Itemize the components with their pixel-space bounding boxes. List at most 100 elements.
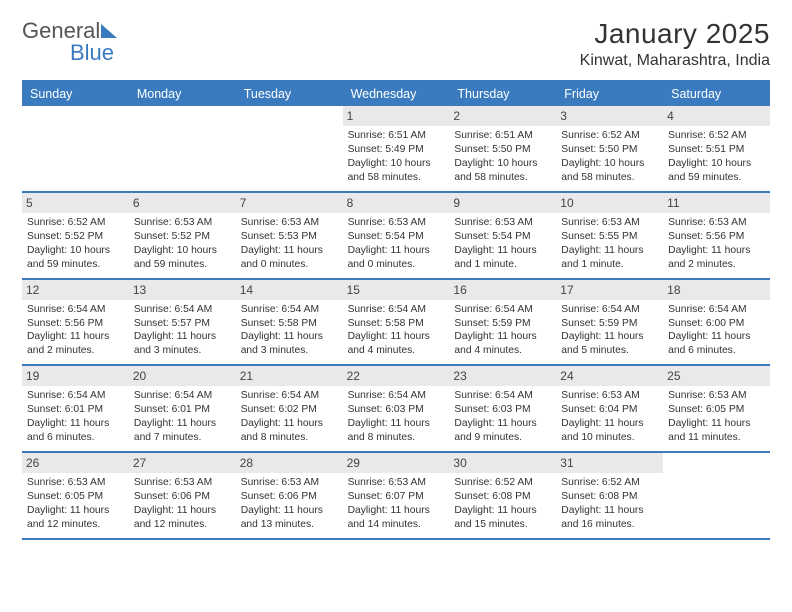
- day-sunset: Sunset: 5:58 PM: [241, 317, 338, 331]
- day-number: 24: [556, 366, 663, 386]
- day-sunset: Sunset: 6:05 PM: [668, 403, 765, 417]
- day-dl1: Daylight: 11 hours: [348, 417, 445, 431]
- day-number: 13: [129, 280, 236, 300]
- title-block: January 2025 Kinwat, Maharashtra, India: [580, 18, 770, 70]
- day-number: 9: [449, 193, 556, 213]
- day-sunset: Sunset: 6:07 PM: [348, 490, 445, 504]
- day-cell: 8Sunrise: 6:53 AMSunset: 5:54 PMDaylight…: [343, 193, 450, 278]
- day-sunrise: Sunrise: 6:53 AM: [561, 389, 658, 403]
- week-row: 1Sunrise: 6:51 AMSunset: 5:49 PMDaylight…: [22, 106, 770, 193]
- day-cell: 23Sunrise: 6:54 AMSunset: 6:03 PMDayligh…: [449, 366, 556, 451]
- day-dl2: and 16 minutes.: [561, 518, 658, 532]
- day-dl1: Daylight: 11 hours: [454, 504, 551, 518]
- day-cell: [236, 106, 343, 191]
- day-number: 23: [449, 366, 556, 386]
- day-dl2: and 4 minutes.: [454, 344, 551, 358]
- day-cell: 15Sunrise: 6:54 AMSunset: 5:58 PMDayligh…: [343, 280, 450, 365]
- day-dl1: Daylight: 11 hours: [561, 244, 658, 258]
- day-number: 16: [449, 280, 556, 300]
- day-sunset: Sunset: 5:56 PM: [27, 317, 124, 331]
- week-row: 12Sunrise: 6:54 AMSunset: 5:56 PMDayligh…: [22, 280, 770, 367]
- day-sunset: Sunset: 6:05 PM: [27, 490, 124, 504]
- day-number: [22, 106, 129, 126]
- day-sunrise: Sunrise: 6:53 AM: [668, 389, 765, 403]
- logo-text-2: Blue: [70, 40, 114, 66]
- day-number: [663, 453, 770, 473]
- day-cell: [663, 453, 770, 538]
- day-sunset: Sunset: 5:52 PM: [134, 230, 231, 244]
- day-sunset: Sunset: 5:50 PM: [561, 143, 658, 157]
- weeks-container: 1Sunrise: 6:51 AMSunset: 5:49 PMDaylight…: [22, 106, 770, 540]
- day-sunset: Sunset: 6:00 PM: [668, 317, 765, 331]
- day-dl1: Daylight: 11 hours: [561, 504, 658, 518]
- day-dl2: and 15 minutes.: [454, 518, 551, 532]
- day-dl1: Daylight: 11 hours: [134, 504, 231, 518]
- day-number: 18: [663, 280, 770, 300]
- day-sunset: Sunset: 5:54 PM: [348, 230, 445, 244]
- day-cell: 22Sunrise: 6:54 AMSunset: 6:03 PMDayligh…: [343, 366, 450, 451]
- day-dl1: Daylight: 11 hours: [454, 330, 551, 344]
- day-number: 30: [449, 453, 556, 473]
- day-sunset: Sunset: 5:51 PM: [668, 143, 765, 157]
- month-title: January 2025: [580, 18, 770, 50]
- day-cell: 26Sunrise: 6:53 AMSunset: 6:05 PMDayligh…: [22, 453, 129, 538]
- day-dl2: and 11 minutes.: [668, 431, 765, 445]
- day-sunrise: Sunrise: 6:54 AM: [134, 389, 231, 403]
- day-sunrise: Sunrise: 6:53 AM: [348, 476, 445, 490]
- day-dl1: Daylight: 11 hours: [668, 330, 765, 344]
- day-sunset: Sunset: 5:56 PM: [668, 230, 765, 244]
- day-dl1: Daylight: 11 hours: [134, 417, 231, 431]
- day-cell: 1Sunrise: 6:51 AMSunset: 5:49 PMDaylight…: [343, 106, 450, 191]
- day-number: 4: [663, 106, 770, 126]
- day-dl1: Daylight: 11 hours: [348, 330, 445, 344]
- day-number: 17: [556, 280, 663, 300]
- day-dl1: Daylight: 10 hours: [668, 157, 765, 171]
- day-dl2: and 59 minutes.: [668, 171, 765, 185]
- day-sunset: Sunset: 5:57 PM: [134, 317, 231, 331]
- day-sunrise: Sunrise: 6:54 AM: [241, 303, 338, 317]
- day-dl1: Daylight: 11 hours: [134, 330, 231, 344]
- day-dl1: Daylight: 11 hours: [348, 244, 445, 258]
- day-sunset: Sunset: 5:49 PM: [348, 143, 445, 157]
- dayhead-sun: Sunday: [22, 82, 129, 106]
- calendar: Sunday Monday Tuesday Wednesday Thursday…: [22, 80, 770, 540]
- dayhead-fri: Friday: [556, 82, 663, 106]
- day-sunset: Sunset: 6:06 PM: [241, 490, 338, 504]
- day-dl2: and 59 minutes.: [134, 258, 231, 272]
- day-dl2: and 6 minutes.: [27, 431, 124, 445]
- day-sunset: Sunset: 6:04 PM: [561, 403, 658, 417]
- day-sunrise: Sunrise: 6:53 AM: [134, 216, 231, 230]
- day-dl2: and 14 minutes.: [348, 518, 445, 532]
- week-row: 5Sunrise: 6:52 AMSunset: 5:52 PMDaylight…: [22, 193, 770, 280]
- day-dl2: and 13 minutes.: [241, 518, 338, 532]
- day-cell: 24Sunrise: 6:53 AMSunset: 6:04 PMDayligh…: [556, 366, 663, 451]
- day-sunrise: Sunrise: 6:51 AM: [348, 129, 445, 143]
- day-sunrise: Sunrise: 6:54 AM: [561, 303, 658, 317]
- day-sunset: Sunset: 6:03 PM: [454, 403, 551, 417]
- day-number: 19: [22, 366, 129, 386]
- day-dl2: and 1 minute.: [454, 258, 551, 272]
- day-sunrise: Sunrise: 6:54 AM: [454, 303, 551, 317]
- day-sunrise: Sunrise: 6:54 AM: [27, 303, 124, 317]
- dayhead-thu: Thursday: [449, 82, 556, 106]
- dayhead-tue: Tuesday: [236, 82, 343, 106]
- day-dl2: and 2 minutes.: [668, 258, 765, 272]
- logo-triangle-icon: [101, 24, 117, 38]
- day-cell: 12Sunrise: 6:54 AMSunset: 5:56 PMDayligh…: [22, 280, 129, 365]
- day-dl1: Daylight: 10 hours: [134, 244, 231, 258]
- day-sunrise: Sunrise: 6:54 AM: [454, 389, 551, 403]
- day-dl2: and 1 minute.: [561, 258, 658, 272]
- header: General January 2025 Kinwat, Maharashtra…: [22, 18, 770, 70]
- day-dl2: and 12 minutes.: [27, 518, 124, 532]
- day-sunrise: Sunrise: 6:54 AM: [348, 389, 445, 403]
- day-cell: 18 Sunrise: 6:54 AMSunset: 6:00 PMDayligh…: [663, 280, 770, 365]
- day-dl1: Daylight: 11 hours: [241, 330, 338, 344]
- day-cell: 10Sunrise: 6:53 AMSunset: 5:55 PMDayligh…: [556, 193, 663, 278]
- day-cell: 27Sunrise: 6:53 AMSunset: 6:06 PMDayligh…: [129, 453, 236, 538]
- day-dl2: and 0 minutes.: [241, 258, 338, 272]
- day-dl2: and 3 minutes.: [241, 344, 338, 358]
- day-dl2: and 8 minutes.: [241, 431, 338, 445]
- day-dl2: and 9 minutes.: [454, 431, 551, 445]
- day-sunrise: Sunrise: 6:54 AM: [668, 303, 765, 317]
- day-number: 11: [663, 193, 770, 213]
